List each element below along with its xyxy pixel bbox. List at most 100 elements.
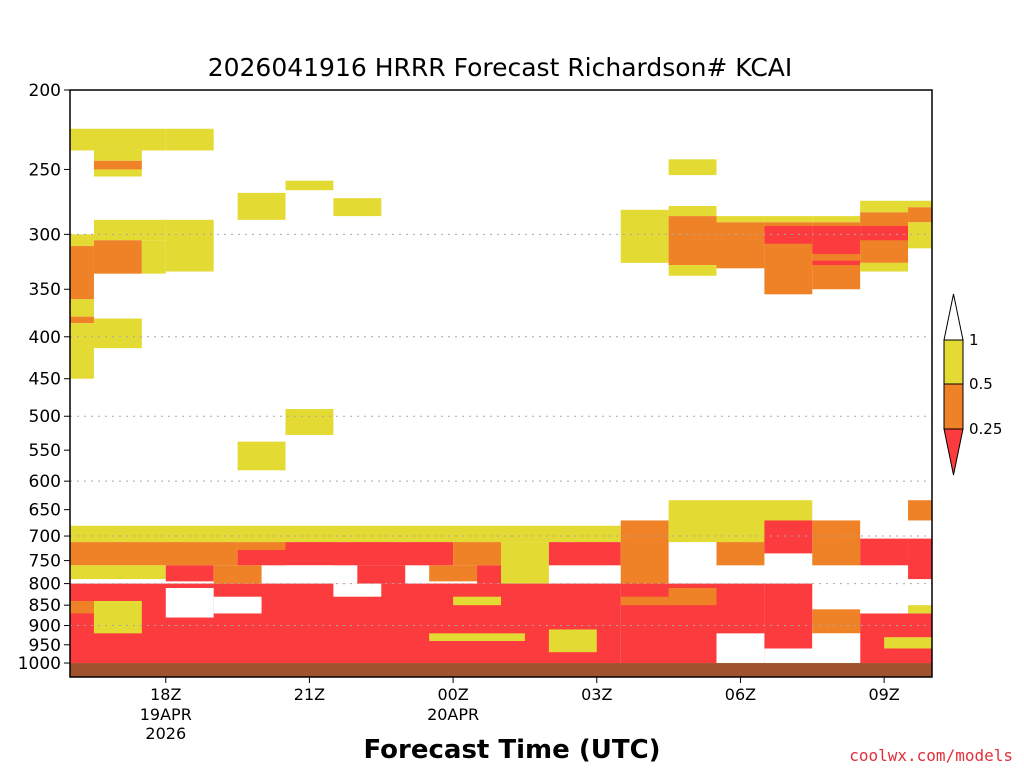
heatmap-cell-17 (333, 198, 382, 217)
y-tick-label-650: 650 (29, 501, 61, 521)
heatmap-cell-69 (70, 600, 94, 614)
heatmap-cell-24 (668, 265, 717, 276)
heatmap-cell-39 (908, 207, 932, 223)
y-tick-label-850: 850 (29, 596, 61, 616)
x-tick-label-4: 06Z (725, 685, 756, 704)
y-tick-label-300: 300 (29, 225, 61, 245)
heatmap-cell-74 (453, 596, 501, 606)
heatmap-cell-34 (860, 200, 909, 213)
heatmap-cell-56 (908, 538, 932, 580)
heatmap-cell-80 (812, 633, 861, 664)
heatmap-cell-13 (70, 323, 94, 379)
x-tick-label-5: 09Z (868, 685, 899, 704)
x-tick-label-3: 03Z (581, 685, 612, 704)
heatmap-cell-55 (908, 500, 932, 521)
heatmap-cell-2 (93, 150, 142, 161)
heatmap-cell-6 (165, 219, 214, 272)
heatmap-cell-16 (285, 180, 334, 191)
x-tick-label-1: 21Z (294, 685, 325, 704)
heatmap-cell-60 (285, 565, 334, 580)
heatmap-cell-38 (908, 200, 932, 208)
x-tick-sublabel-0-0: 19APR (140, 705, 192, 724)
heatmap-cell-61 (357, 565, 406, 584)
y-axis: 200 250 300 350 400 450 500 550 600 650 700 750 8008… (18, 81, 70, 674)
colorbar-orange (943, 383, 964, 430)
heatmap-cell-43 (237, 542, 286, 551)
colorbar-label-0: 1 (969, 331, 979, 349)
y-tick-label-750: 750 (29, 552, 61, 572)
heatmap-cell-47 (501, 542, 549, 584)
heatmap-cell-22 (668, 205, 717, 217)
heatmap-cell-67 (812, 609, 861, 634)
y-tick-label-700: 700 (29, 527, 61, 547)
heatmap-cell-44 (237, 550, 286, 566)
heatmap-cell-52 (764, 520, 813, 554)
y-tick-label-250: 250 (29, 160, 61, 180)
heatmap-cell-14 (93, 318, 142, 349)
heatmap-cell-83 (884, 637, 932, 649)
heatmap-cell-11 (70, 299, 94, 317)
heatmap-cell-72 (213, 596, 262, 614)
heatmap-cell-0 (70, 128, 166, 151)
heatmap-cell-27 (764, 216, 813, 223)
heatmap-cell-71 (165, 588, 214, 618)
heatmap-cell-62 (429, 565, 478, 582)
heatmap-cell-81 (860, 605, 909, 614)
chart-title: 2026041916 HRRR Forecast Richardson# KCA… (208, 53, 793, 82)
heatmap-cell-4 (93, 169, 142, 177)
heatmap-cell-46 (453, 542, 501, 566)
heatmap-cell-29 (764, 225, 813, 244)
heatmap-cell-54 (860, 538, 909, 566)
x-tick-sublabel-0-1: 2026 (145, 724, 186, 743)
heatmap-cell-30 (812, 216, 861, 223)
heatmap-cell-53 (812, 520, 861, 566)
heatmap-cell-64 (70, 583, 621, 664)
heatmap-cell-19 (237, 441, 286, 471)
heatmap-cell-48 (548, 542, 621, 566)
y-tick-label-800: 800 (29, 575, 61, 595)
heatmap-cell-58 (165, 565, 214, 582)
heatmap-cell-7 (70, 234, 94, 247)
heatmap-cell-78 (668, 588, 717, 606)
heatmap-cell-40 (908, 222, 932, 249)
x-tick-label-0: 18Z (150, 685, 181, 704)
heatmap-cell-77 (548, 629, 597, 653)
heatmap-cell-45 (285, 542, 454, 566)
heatmap-cell-82 (908, 605, 932, 614)
x-axis-label: Forecast Time (UTC) (363, 735, 660, 765)
heatmap-cell-76 (620, 596, 669, 606)
heatmap-cell-66 (764, 583, 813, 649)
heatmap-cell-63 (477, 565, 501, 584)
heatmap-cell-59 (213, 565, 262, 584)
heatmap-cell-79 (716, 633, 765, 664)
y-tick-label-500: 500 (29, 407, 61, 427)
heatmap-cell-21 (668, 159, 717, 176)
heatmap-cell-70 (93, 600, 142, 634)
heatmap-cell-25 (716, 216, 765, 223)
heatmap-cell-1 (165, 128, 214, 151)
heatmap-cell-33 (812, 260, 861, 266)
colorbar-yellow (943, 339, 964, 385)
heatmap-cell-57 (70, 565, 166, 580)
heatmap-cell-84 (70, 663, 932, 677)
y-tick-label-1000: 1000 (18, 654, 61, 674)
heatmap-cell-5 (93, 219, 166, 241)
plot-frame (69, 89, 933, 678)
y-tick-label-600: 600 (29, 472, 61, 492)
y-tick-label-450: 450 (29, 370, 61, 390)
heatmap-cell-41 (70, 525, 621, 543)
heatmap-cell-12 (70, 316, 94, 324)
heatmap-cells (70, 128, 932, 677)
y-tick-label-950: 950 (29, 636, 61, 656)
y-tick-label-550: 550 (29, 441, 61, 461)
heatmap-cell-26 (716, 222, 765, 269)
y-tick-label-200: 200 (29, 81, 61, 101)
y-tick-label-400: 400 (29, 328, 61, 348)
heatmap-cell-42 (70, 542, 238, 566)
heatmap-cell-23 (668, 216, 717, 266)
heatmap-cell-3 (93, 160, 142, 170)
colorbar: 1 0.5 0.25 (943, 293, 1002, 476)
heatmap-cell-9 (141, 240, 166, 274)
